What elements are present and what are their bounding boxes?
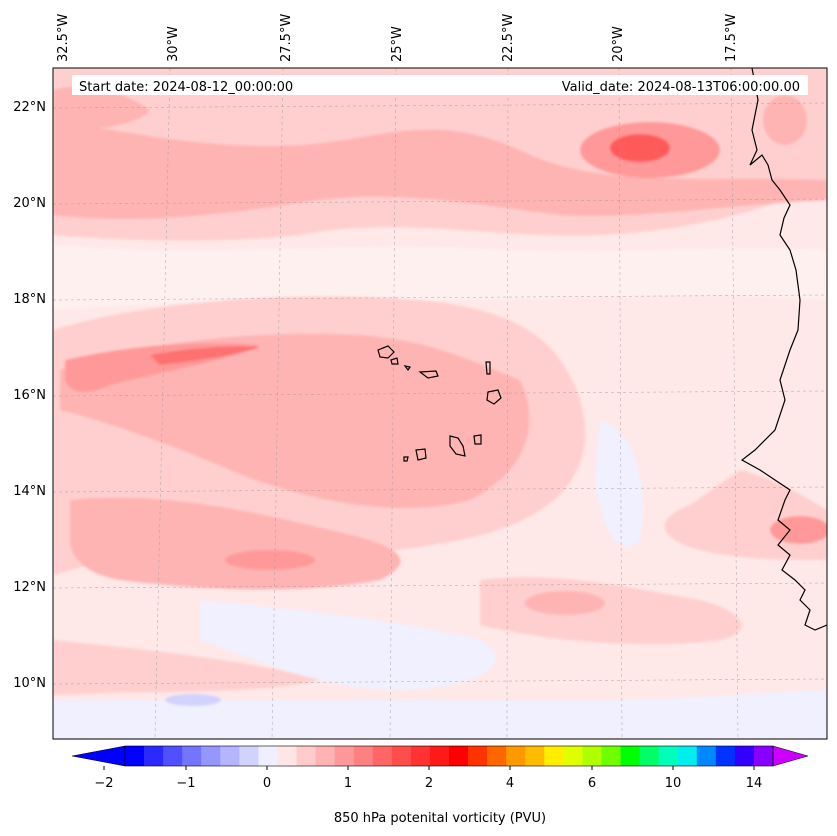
lon-label: 22.5°W [501,14,516,62]
colorbar-cell [525,746,545,766]
colorbar-cell [563,746,583,766]
pv-pale-band [53,245,827,310]
colorbar-cell [315,746,336,766]
colorbar-title: 850 hPa potenital vorticity (PVU) [334,811,546,826]
colorbar-cell [372,746,393,766]
colorbar-ticks [103,766,755,770]
colorbar-cell [582,746,602,766]
colorbar-cell [353,746,374,766]
valid-date-label: Valid_date: 2024-08-13T06:00:00.00 [562,80,800,95]
map-frame [52,67,828,740]
pv-maximum-ne-core [610,134,670,162]
colorbar-cell [487,746,507,766]
island-santiago [449,435,466,457]
africa-coastline [740,68,827,631]
date-annotation-box [72,75,808,95]
pv-maximum-ne-east [763,95,807,145]
colorbar-tick-label: −1 [176,776,195,791]
lat-label: 14°N [13,484,46,499]
colorbar-cells [125,746,774,766]
island-boa-vista [486,389,502,405]
colorbar-extend-high [772,745,809,767]
island-sao-vicente [390,357,399,365]
colorbar-tick-labels: −2 −1 0 1 2 4 6 10 14 [94,776,762,791]
lat-label: 10°N [13,676,46,691]
colorbar-cell [144,746,164,766]
colorbar-tick-label: 0 [263,776,271,791]
lon-label: 27.5°W [279,14,294,62]
colorbar-cell [468,746,488,766]
colorbar-cell [220,746,240,766]
lat-label: 20°N [13,196,46,211]
colorbar-cell [182,746,202,766]
pv-band-south [70,497,401,590]
pv-negative-south [53,690,827,739]
colorbar-cell [429,746,450,766]
colorbar-tick-label: 6 [588,776,596,791]
colorbar-cell [239,746,259,766]
pv-negative-coast [595,420,643,547]
island-sao-nicolau [418,370,439,379]
island-santo-antao [377,345,395,359]
lat-label: 16°N [13,388,46,403]
colorbar-cell [677,746,698,766]
pv-band-lowest [53,640,320,695]
colorbar-tick-label: 14 [746,776,763,791]
colorbar-cell [734,746,755,766]
island-fogo [415,448,427,461]
lon-label: 17.5°W [724,14,739,62]
lon-label: 20°W [611,26,626,62]
pv-negative-core [165,694,221,706]
lat-label: 18°N [13,292,46,307]
colorbar-cell [658,746,679,766]
cape-verde-islands [377,345,502,462]
colorbar-cell [125,746,145,766]
colorbar-cell [410,746,431,766]
pv-band-north-core [53,120,827,220]
colorbar-cell [506,746,526,766]
lon-label: 32.5°W [56,14,71,62]
colorbar-cell [296,746,316,766]
lon-label: 25°W [390,26,405,62]
colorbar-cell [449,746,469,766]
colorbar-cell [715,746,736,766]
colorbar: −2 −1 0 1 2 4 6 10 14 850 hPa potenital … [71,745,809,826]
island-santa-luzia [403,365,411,372]
colorbar-cell [544,746,564,766]
colorbar-cell [258,746,278,766]
colorbar-tick-label: −2 [94,776,113,791]
pv-band-central-core [60,333,530,509]
pv-south-east-core [525,591,605,615]
colorbar-tick-label: 4 [506,776,514,791]
pv-band-north-west [53,86,150,130]
colorbar-cell [277,746,297,766]
colorbar-tick-label: 10 [665,776,682,791]
colorbar-cell [696,746,717,766]
colorbar-extend-low [71,745,126,767]
lat-label: 12°N [13,580,46,595]
colorbar-cell [163,746,183,766]
colorbar-cell [391,746,412,766]
colorbar-tick-label: 1 [344,776,352,791]
island-sal [485,361,491,375]
colorbar-cell [620,746,640,766]
pv-south-core [225,550,315,570]
colorbar-cell [601,746,621,766]
island-brava [403,456,409,462]
lon-label: 30°W [166,26,181,62]
colorbar-frame [124,745,774,767]
colorbar-cell [639,746,660,766]
start-date-label: Start date: 2024-08-12_00:00:00 [79,80,293,95]
colorbar-cell [753,746,774,766]
lat-label: 22°N [13,100,46,115]
map-panel: Start date: 2024-08-12_00:00:00 Valid_da… [13,14,828,740]
longitude-labels: 32.5°W 30°W 27.5°W 25°W 22.5°W 20°W 17.5… [56,14,739,62]
colorbar-cell [201,746,221,766]
latitude-labels: 22°N 20°N 18°N 16°N 14°N 12°N 10°N [13,100,46,691]
colorbar-cell [334,746,355,766]
colorbar-tick-label: 2 [425,776,433,791]
graticule [53,68,827,739]
pv-filament-west-core [150,346,260,365]
island-maio [473,434,482,445]
